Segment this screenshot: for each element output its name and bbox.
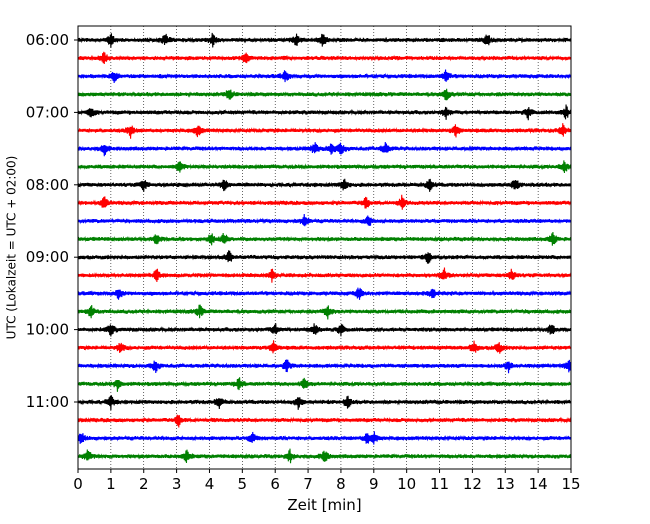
trace-line [77, 32, 572, 48]
grid-layer [110, 26, 539, 469]
trace-line [77, 250, 572, 264]
x-tick-label: 15 [561, 475, 580, 493]
trace-line [77, 431, 572, 445]
trace-line [77, 414, 572, 428]
x-tick-label: 10 [397, 475, 416, 493]
y-axis-label: UTC (Lokalzeit = UTC + 02:00) [5, 156, 19, 340]
x-tick-label: 0 [73, 475, 83, 493]
trace-line [77, 232, 572, 246]
trace-line [77, 323, 572, 337]
x-tick-label: 14 [529, 475, 548, 493]
x-tick-label: 12 [463, 475, 482, 493]
x-tick-label: 13 [496, 475, 515, 493]
x-axis-label: Zeit [min] [287, 496, 361, 514]
x-tick-label: 7 [303, 475, 313, 493]
trace-line [77, 194, 572, 210]
y-axis-ticks: 06:00 07:00 08:00 09:00 10:00 11:00 [26, 31, 78, 411]
trace-line [77, 178, 572, 192]
x-tick-label: 5 [238, 475, 248, 493]
y-tick-label: 08:00 [26, 176, 69, 194]
y-tick-label: 09:00 [26, 248, 69, 266]
plot-frame [77, 25, 572, 470]
x-tick-label: 8 [336, 475, 346, 493]
x-tick-label: 9 [369, 475, 379, 493]
trace-line [77, 448, 572, 464]
trace-line [77, 304, 572, 320]
x-tick-label: 2 [139, 475, 149, 493]
x-axis-ticks: 0 1 2 3 4 5 6 7 8 9 10 11 12 13 14 15 [73, 469, 581, 493]
trace-line [77, 69, 572, 84]
trace-line [77, 123, 572, 139]
trace-line [77, 340, 572, 354]
trace-line [77, 160, 572, 174]
x-tick-label: 1 [106, 475, 116, 493]
trace-line [77, 377, 572, 392]
trace-line [77, 51, 572, 65]
y-tick-label: 07:00 [26, 103, 69, 121]
trace-line [77, 359, 572, 374]
x-tick-label: 6 [270, 475, 280, 493]
x-tick-label: 11 [430, 475, 449, 493]
trace-line [77, 395, 572, 411]
trace-layer [77, 32, 572, 464]
trace-line [77, 104, 572, 121]
y-tick-label: 11:00 [26, 393, 69, 411]
trace-line [77, 214, 572, 227]
x-tick-label: 4 [205, 475, 215, 493]
y-tick-label: 10:00 [26, 321, 69, 339]
trace-line [77, 141, 572, 157]
trace-line [77, 287, 572, 300]
x-tick-label: 3 [172, 475, 182, 493]
trace-line [77, 88, 572, 101]
y-tick-label: 06:00 [26, 31, 69, 49]
trace-line [77, 267, 572, 283]
